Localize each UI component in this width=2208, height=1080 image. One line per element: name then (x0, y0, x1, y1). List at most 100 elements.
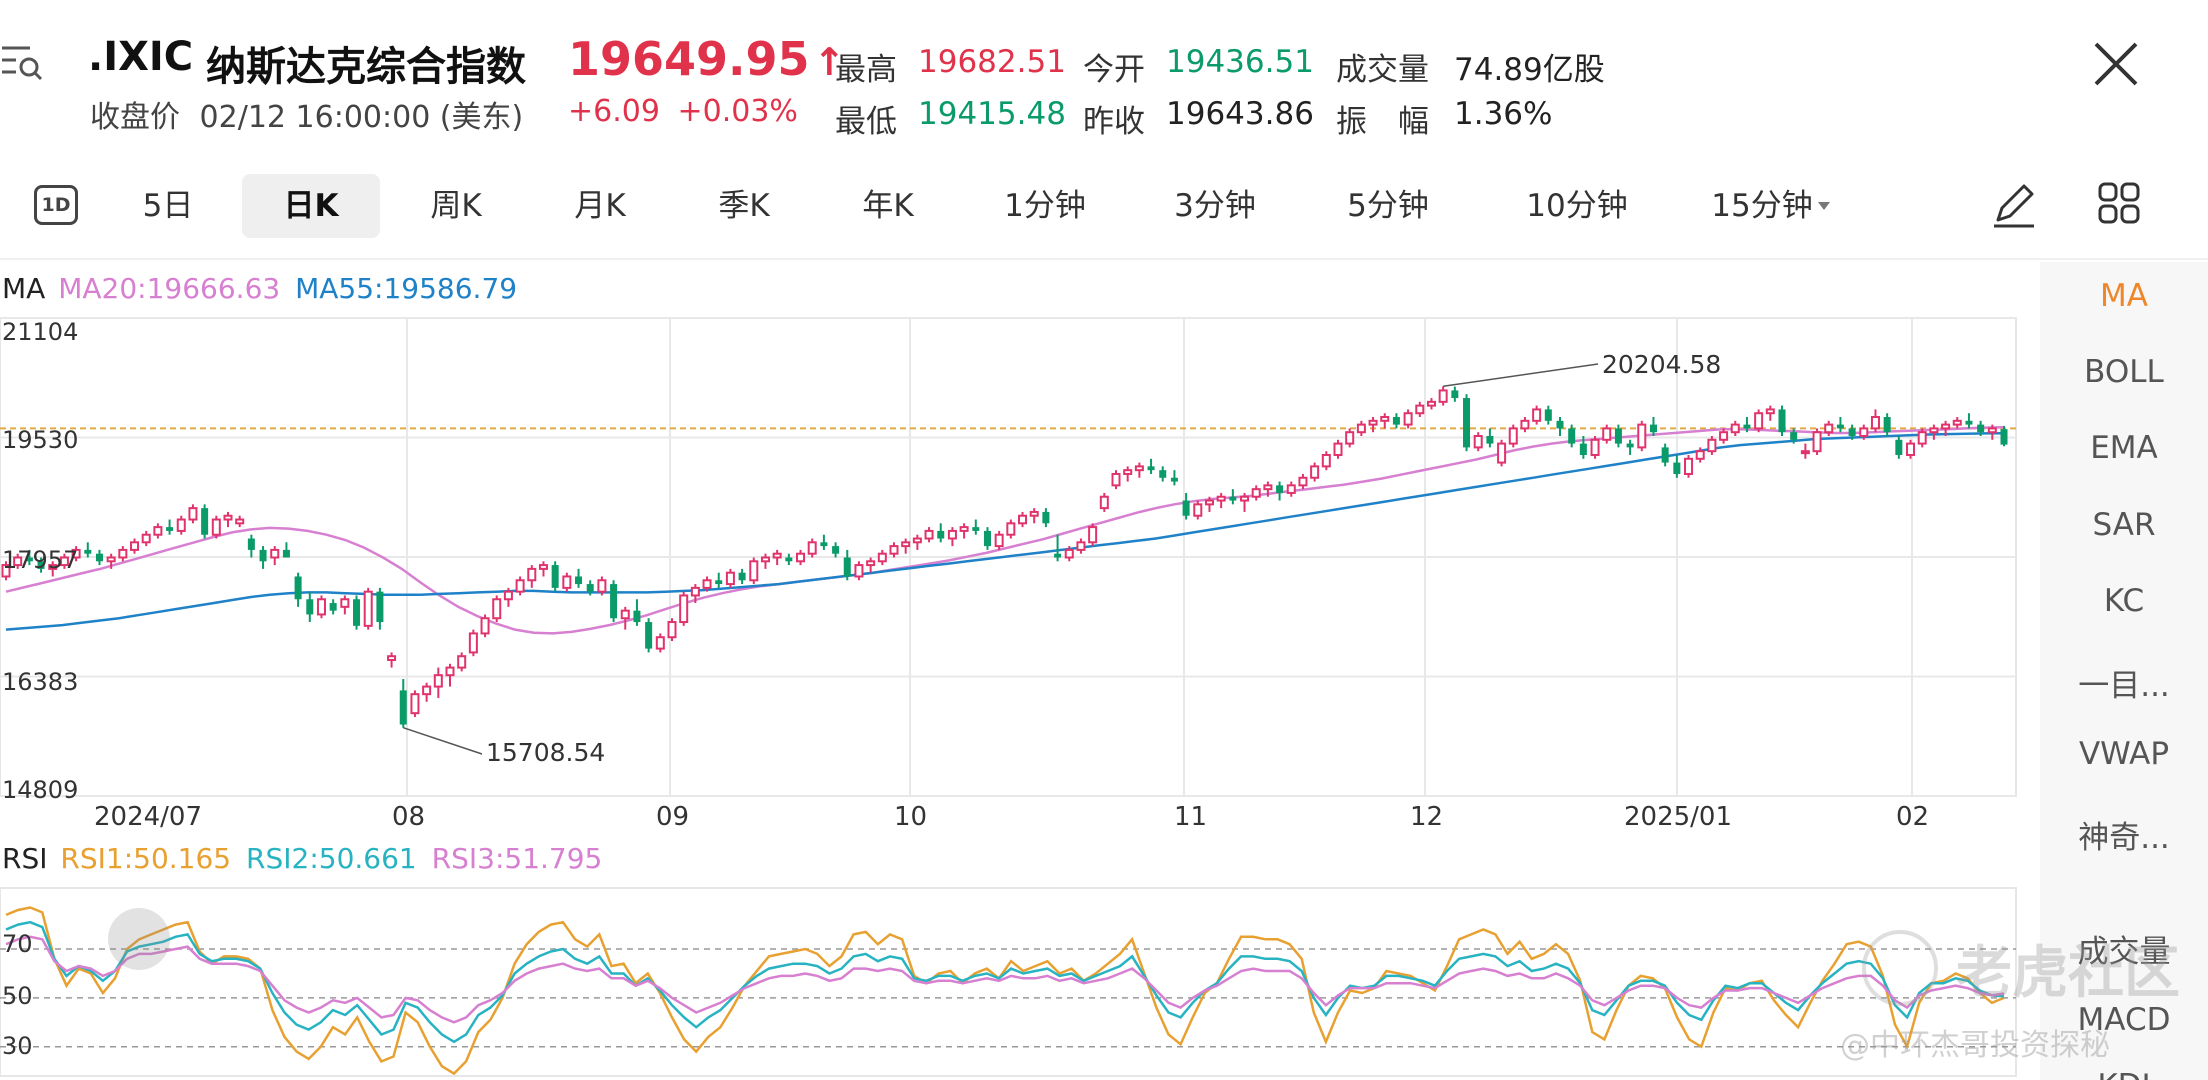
rsi-chart[interactable] (0, 882, 2022, 1080)
candles (1, 386, 2008, 728)
candle-down (1147, 466, 1155, 471)
tab-10min[interactable]: 10分钟 (1526, 188, 1628, 224)
candle-up (959, 526, 969, 532)
grid-icon[interactable] (2096, 180, 2142, 226)
candle-down (259, 549, 267, 562)
candle-down (937, 530, 945, 539)
indicator-macd[interactable]: MACD (2077, 1002, 2171, 1038)
tab-quarterly-k[interactable]: 季K (718, 188, 770, 224)
candle-up (1099, 495, 1109, 510)
candle-down (1673, 462, 1681, 474)
candle-up (1497, 442, 1507, 464)
candle-down (247, 538, 255, 550)
tiger-logo-icon (1862, 930, 1938, 1006)
rsi-frame (0, 887, 2017, 1077)
annotations (403, 363, 1599, 755)
caret-down-icon[interactable] (1816, 200, 1832, 212)
tab-5day[interactable]: 5日 (142, 188, 194, 224)
x-tick-label: 2024/07 (94, 802, 203, 832)
candle-down (820, 542, 828, 547)
candle-up (1590, 438, 1600, 456)
candle-up (1812, 431, 1822, 453)
candle-down (353, 599, 361, 626)
candle-up (702, 579, 712, 589)
candle-up (1076, 541, 1086, 551)
tab-monthly-k[interactable]: 月K (574, 188, 626, 224)
tab-1d[interactable]: 1D (34, 185, 78, 225)
indicator-ichimoku[interactable]: 一目... (2078, 668, 2170, 704)
indicator-magic[interactable]: 神奇... (2078, 820, 2170, 856)
indicator-sar[interactable]: SAR (2092, 507, 2156, 543)
candle-down (306, 599, 314, 615)
candle-up (1707, 438, 1717, 453)
arrow-up-icon: ↑ (813, 40, 846, 84)
rsi-grid (0, 887, 2017, 1077)
candle-down (1392, 417, 1400, 425)
x-tick-label: 09 (656, 802, 690, 832)
list-search-icon[interactable] (0, 40, 46, 86)
ticker-symbol: .IXIC (88, 34, 194, 80)
candle-up (1532, 408, 1542, 422)
candle-up (410, 693, 420, 715)
y-tick-label: 19530 (2, 426, 79, 454)
candle-down (399, 690, 407, 725)
price-change: +6.09 +0.03% (568, 94, 798, 129)
rsi-legend: RSI RSI1:50.165 RSI2:50.661 RSI3:51.795 (2, 842, 602, 875)
min-price-pointer (403, 726, 483, 755)
indicator-boll[interactable]: BOLL (2084, 354, 2164, 390)
rsi-y-tick-label: 50 (2, 982, 33, 1010)
candle-up (1520, 419, 1530, 430)
candle-down (1182, 500, 1190, 516)
indicator-kdj[interactable]: KDJ (2040, 1068, 2208, 1080)
candle-down (586, 584, 594, 592)
candle-up (1263, 484, 1273, 491)
tab-15min[interactable]: 15分钟 (1711, 188, 1813, 224)
close-icon[interactable] (2090, 38, 2142, 90)
indicator-vwap[interactable]: VWAP (2078, 736, 2170, 772)
indicator-kc[interactable]: KC (2103, 583, 2145, 619)
candle-up (340, 598, 350, 608)
tab-1min[interactable]: 1分钟 (1004, 188, 1086, 224)
candle-up (363, 590, 373, 627)
tab-3min[interactable]: 3分钟 (1174, 188, 1256, 224)
crosshair-toggle-icon[interactable] (108, 908, 170, 970)
candle-up (1345, 431, 1355, 445)
candle-up (1473, 435, 1483, 449)
candle-up (562, 575, 572, 589)
candle-down (25, 557, 33, 562)
pencil-icon[interactable] (1990, 180, 2038, 230)
candle-up (1333, 442, 1343, 456)
indicator-volume[interactable]: 成交量 (2077, 934, 2171, 970)
candle-up (1415, 404, 1425, 415)
indicator-ma[interactable]: MA (2100, 278, 2148, 314)
tab-5min[interactable]: 5分钟 (1347, 188, 1429, 224)
tab-daily-k[interactable]: 日K (242, 174, 380, 238)
y-tick-label: 16383 (2, 668, 79, 696)
candle-up (422, 685, 432, 696)
candle-up (1637, 423, 1647, 449)
candle-up (1754, 412, 1764, 430)
stat-low-label: 最低 (835, 104, 897, 140)
candle-up (1321, 453, 1331, 468)
rsi-lines (5, 906, 2005, 1076)
candle-up (1251, 488, 1261, 498)
candle-up (947, 529, 957, 540)
watermark-author: @中环杰哥投资探秘 (1840, 1028, 2110, 1063)
indicator-ema[interactable]: EMA (2090, 430, 2158, 466)
x-tick-label: 2025/01 (1624, 802, 1733, 832)
candle-up (854, 564, 864, 578)
candle-down (329, 603, 337, 611)
candle-up (877, 552, 887, 563)
tab-weekly-k[interactable]: 周K (430, 188, 482, 224)
candlestick-chart[interactable] (0, 312, 2022, 800)
candle-up (492, 598, 502, 620)
candle-up (480, 617, 490, 635)
candle-up (59, 556, 69, 567)
watermark-brand: 老虎社区 (1956, 941, 2180, 1006)
tab-yearly-k[interactable]: 年K (862, 188, 914, 224)
candle-up (270, 548, 280, 559)
candle-down (1743, 424, 1751, 429)
candle-up (994, 533, 1004, 548)
ma-legend: MA MA20:19666.63 MA55:19586.79 (2, 272, 517, 305)
x-tick-label: 12 (1410, 802, 1444, 832)
